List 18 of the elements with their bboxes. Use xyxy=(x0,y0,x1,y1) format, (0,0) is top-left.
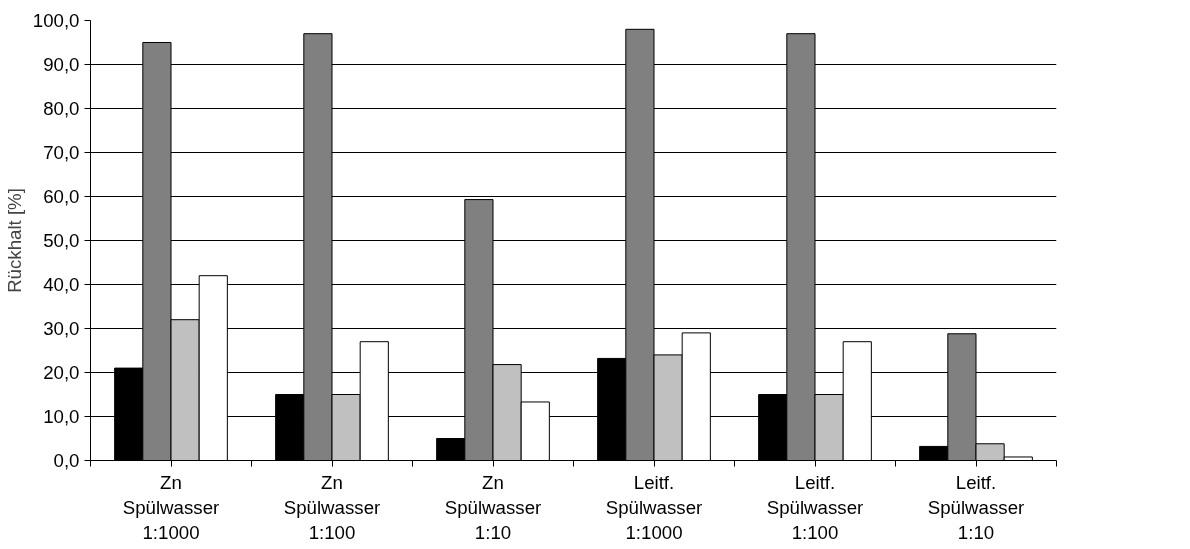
x-tick-label: Zn Spülwasser 1:100 xyxy=(283,471,381,543)
y-tick-label: 100,0 xyxy=(32,10,80,31)
y-tick-label: 90,0 xyxy=(43,54,80,75)
x-tick-label: Leitf. Spülwasser 1:10 xyxy=(927,471,1025,543)
y-axis-title: Rückhalt [%] xyxy=(3,188,25,293)
x-tick-label: Leitf. Spülwasser 1:1000 xyxy=(605,471,703,543)
y-tick-label: 0,0 xyxy=(53,450,80,471)
y-tick-label: 30,0 xyxy=(43,318,80,339)
y-tick-label: 10,0 xyxy=(43,406,80,427)
y-tick-label: 70,0 xyxy=(43,142,80,163)
y-tick-label: 20,0 xyxy=(43,362,80,383)
x-tick-label: Zn Spülwasser 1:1000 xyxy=(122,471,220,543)
y-tick-label: 60,0 xyxy=(43,186,80,207)
y-tick-label: 80,0 xyxy=(43,98,80,119)
y-tick-label: 50,0 xyxy=(43,230,80,251)
x-tick-label: Leitf. Spülwasser 1:100 xyxy=(766,471,864,543)
y-tick-label: 40,0 xyxy=(43,274,80,295)
x-tick-label: Zn Spülwasser 1:10 xyxy=(444,471,542,543)
